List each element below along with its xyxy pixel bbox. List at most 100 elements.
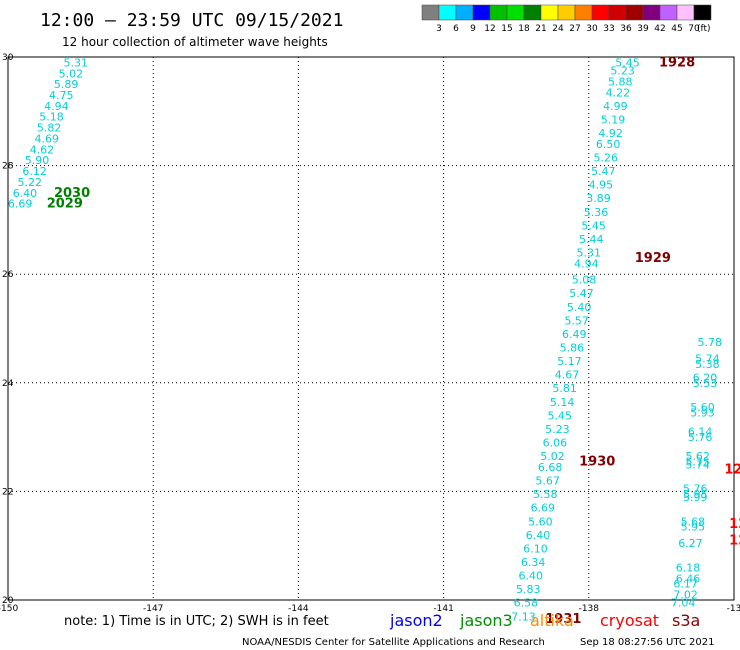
wave-height-point: 5.23	[545, 423, 570, 436]
wave-height-point: 5.26	[593, 151, 618, 164]
wave-height-point: 5.90	[25, 154, 50, 167]
wave-height-point: 5.19	[601, 113, 626, 126]
wave-height-point: 5.40	[567, 301, 592, 314]
colorbar-label: 12	[484, 24, 495, 34]
wave-height-point: 5.95	[681, 521, 706, 534]
wave-height-point: 6.34	[521, 556, 546, 569]
wave-height-point: 5.31	[64, 56, 89, 69]
wave-height-point: 5.99	[683, 491, 708, 504]
colorbar: 3 6 9 12 15 18 21 24 27 30 33 36 39 42 45 70(ft)	[421, 4, 712, 34]
wave-height-point: 6.46	[676, 572, 701, 585]
footer-credit: NOAA/NESDIS Center for Satellite Applica…	[242, 637, 545, 648]
wave-height-point: 5.02	[540, 450, 565, 463]
colorbar-swatch	[506, 4, 525, 21]
pass-time-label: 2030	[54, 186, 90, 201]
y-tick-label: 28	[2, 162, 14, 172]
wave-height-point: 5.74	[685, 458, 710, 471]
wave-height-labels: 5.315.025.894.754.945.185.824.694.625.90…	[8, 56, 722, 623]
wave-height-point: 5.47	[569, 287, 594, 300]
colorbar-swatch	[676, 4, 695, 21]
wave-height-point: 6.49	[562, 328, 587, 341]
wave-height-point: 6.27	[678, 537, 703, 550]
pass-time-label: 1931	[545, 612, 581, 627]
wave-height-point: 5.93	[690, 407, 715, 420]
y-tick-label: 30	[2, 53, 14, 63]
x-tick-label: -138	[579, 604, 600, 614]
wave-height-point: 5.76	[688, 431, 713, 444]
wave-height-point: 6.14	[688, 426, 713, 439]
x-tick-label: -141	[433, 604, 453, 614]
wave-height-point: 4.92	[598, 127, 623, 140]
wave-height-point: 7.13	[511, 610, 536, 623]
wave-height-point: 6.40	[13, 187, 38, 200]
colorbar-swatch	[472, 4, 491, 21]
wave-height-point: 4.95	[589, 179, 614, 192]
wave-height-point: 3.89	[586, 192, 611, 205]
wave-height-point: 5.22	[18, 176, 43, 189]
colorbar-swatch	[421, 4, 440, 21]
wave-height-point: 5.95	[683, 488, 708, 501]
colorbar-label: 30	[586, 24, 598, 34]
wave-height-point: 5.53	[693, 377, 718, 390]
wave-height-point: 5.88	[608, 75, 633, 88]
wave-height-point: 5.82	[37, 122, 62, 135]
colorbar-label: 39	[637, 24, 649, 34]
colorbar-swatch	[523, 4, 542, 21]
wave-height-point: 5.67	[535, 475, 560, 488]
wave-height-point: 7.04	[671, 597, 696, 610]
y-tick-label: 22	[2, 487, 13, 497]
axis-ticks: -150 -147 -144 -141 -138 -13 30 28 26 24 22 20	[0, 53, 740, 614]
legend-jason2: jason2	[389, 611, 443, 630]
wave-height-point: 5.74	[695, 352, 720, 365]
footer-timestamp: Sep 18 08:27:56 UTC 2021	[580, 637, 714, 648]
colorbar-label: 3	[436, 24, 442, 34]
wave-height-point: 5.45	[581, 219, 606, 232]
colorbar-swatch	[540, 4, 559, 21]
wave-height-point: 6.17	[673, 578, 698, 591]
wave-height-point: 4.94	[44, 100, 69, 113]
wave-height-point: 5.38	[695, 358, 720, 371]
wave-height-point: 6.20	[693, 371, 718, 384]
wave-height-point: 6.68	[538, 461, 563, 474]
wave-height-point: 5.76	[683, 483, 708, 496]
x-tick-label: -147	[143, 604, 163, 614]
y-tick-label: 24	[2, 379, 14, 389]
wave-height-point: 6.69	[531, 502, 556, 515]
x-tick-label: -144	[288, 604, 309, 614]
plot-grid	[8, 57, 734, 600]
chart-subtitle: 12 hour collection of altimeter wave hei…	[62, 35, 328, 49]
pass-time-label: 1200	[724, 463, 740, 478]
wave-height-point: 6.40	[526, 529, 551, 542]
pass-time-label: 1201	[729, 517, 740, 532]
colorbar-swatch	[625, 4, 644, 21]
wave-height-point: 5.36	[584, 206, 609, 219]
wave-height-point: 5.45	[548, 409, 573, 422]
legend-s3a: s3a	[672, 611, 700, 630]
y-tick-label: 20	[2, 596, 14, 606]
wave-height-point: 6.12	[22, 165, 47, 178]
footer-note: note: 1) Time is in UTC; 2) SWH is in fe…	[64, 614, 329, 629]
colorbar-label: 70	[688, 24, 700, 34]
wave-height-point: 5.08	[572, 274, 597, 287]
colorbar-swatch	[591, 4, 610, 21]
wave-height-point: 5.57	[564, 314, 589, 327]
wave-height-point: 4.69	[34, 132, 59, 145]
pass-time-label: 1928	[659, 55, 695, 70]
wave-height-point: 5.60	[690, 401, 715, 414]
wave-height-point: 5.83	[516, 583, 541, 596]
pass-time-labels: 2030202919281929193019311204120012001201…	[47, 55, 740, 627]
colorbar-swatch	[574, 4, 593, 21]
wave-height-point: 7.02	[673, 589, 698, 602]
pass-time-label: 1201	[729, 533, 740, 548]
colorbar-label: 24	[552, 24, 564, 34]
colorbar-label: 27	[569, 24, 580, 34]
colorbar-swatch	[557, 4, 576, 21]
colorbar-swatch	[489, 4, 508, 21]
wave-height-point: 5.31	[577, 246, 602, 259]
colorbar-label: 42	[654, 24, 665, 34]
wave-height-point: 4.75	[49, 89, 74, 102]
wave-height-point: 6.58	[514, 597, 539, 610]
wave-height-point: 5.68	[681, 515, 706, 528]
plot-frame	[7, 56, 735, 601]
